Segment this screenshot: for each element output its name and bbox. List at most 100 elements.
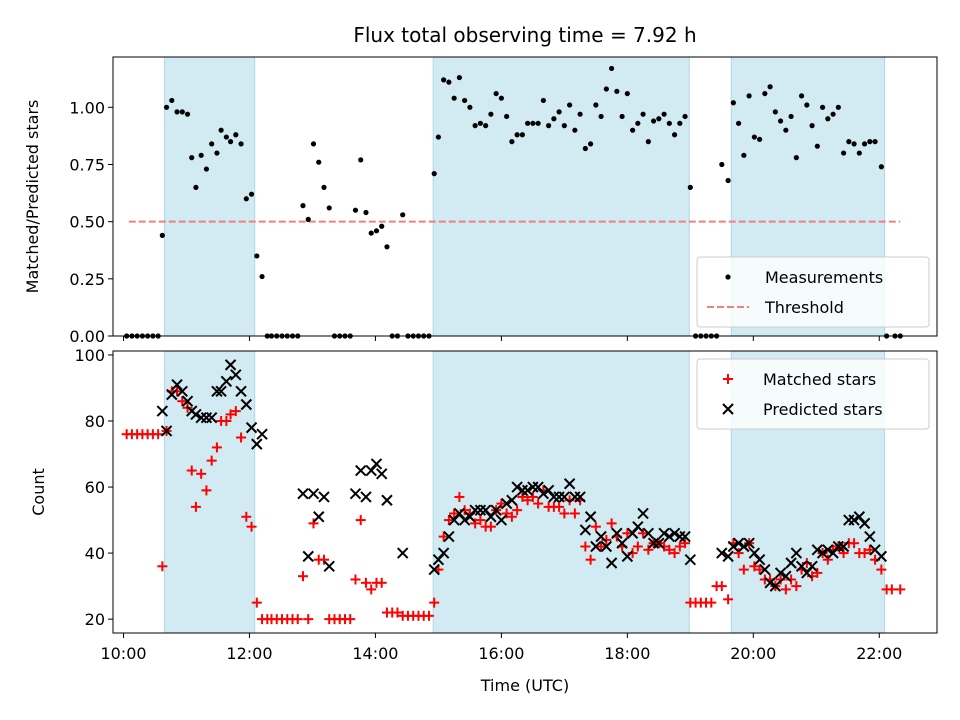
- measurement-point: [540, 97, 546, 104]
- measurement-point: [530, 120, 536, 126]
- predicted-stars-point: [858, 517, 871, 530]
- measurement-point: [519, 132, 525, 138]
- predicted-stars-point: [780, 570, 792, 582]
- measurement-point: [472, 123, 478, 129]
- measurement-point: [629, 127, 636, 133]
- measurement-point: [619, 113, 625, 120]
- measurement-point: [535, 120, 541, 126]
- predicted-stars-point: [166, 388, 178, 401]
- predicted-stars-point: [506, 494, 518, 506]
- matched-stars-point: [345, 614, 356, 625]
- predicted-stars-point: [553, 491, 565, 503]
- measurement-point: [218, 127, 224, 133]
- measurement-point: [509, 139, 515, 145]
- measurement-point: [851, 141, 857, 147]
- matched-stars-point: [423, 610, 434, 621]
- predicted-stars-point: [832, 540, 845, 553]
- measurement-point: [435, 134, 442, 140]
- matched-stars-point: [186, 465, 197, 476]
- measurement-point: [819, 104, 826, 110]
- matched-stars-point: [485, 521, 496, 532]
- predicted-stars-point: [313, 511, 325, 523]
- measurement-point: [259, 273, 265, 280]
- measurement-point: [793, 155, 799, 161]
- y-tick-label: 1.00: [69, 98, 105, 117]
- predicted-stars-point: [251, 438, 263, 450]
- predicted-stars-point: [722, 550, 734, 563]
- measurement-point: [593, 102, 599, 108]
- matched-stars-point: [318, 554, 329, 565]
- predicted-stars-point: [569, 491, 581, 503]
- measurement-point: [358, 157, 364, 163]
- matched-stars-point: [522, 495, 533, 506]
- bottom-x-ticks: 10:00 12:00 14:00 16:00 18:00 20:00 22:00: [100, 633, 902, 663]
- predicted-stars-point: [616, 537, 628, 549]
- predicted-stars-point: [397, 547, 409, 559]
- predicted-stars-point: [156, 405, 169, 417]
- y-tick-label: 20: [85, 610, 105, 629]
- matched-stars-point: [706, 597, 717, 608]
- measurement-point: [677, 120, 683, 126]
- measurement-point: [184, 111, 191, 117]
- measurement-point: [169, 97, 175, 104]
- matched-stars-point: [211, 442, 222, 453]
- measurement-point: [736, 120, 742, 126]
- measurement-point: [193, 184, 199, 190]
- predicted-stars-point: [774, 567, 787, 579]
- predicted-stars-point: [632, 520, 644, 533]
- measurement-point: [661, 111, 667, 117]
- legend-label-threshold: Threshold: [764, 298, 844, 317]
- measurement-point: [846, 139, 852, 145]
- matched-stars-point: [350, 574, 361, 585]
- matched-stars-point: [376, 577, 387, 588]
- matched-stars-point: [206, 455, 217, 466]
- y-tick-label: 40: [85, 544, 105, 563]
- measurement-point: [751, 134, 757, 140]
- measurement-point: [682, 113, 688, 120]
- shaded-interval-0: [163, 56, 256, 337]
- predicted-stars-point: [323, 560, 335, 573]
- matched-stars-point: [859, 548, 870, 559]
- top-axes-frame: [112, 56, 938, 337]
- measurement-point: [223, 134, 229, 140]
- measurement-point: [798, 93, 805, 99]
- matched-stars-point: [190, 501, 201, 512]
- predicted-stars-point: [679, 530, 691, 543]
- top-legend: Measurements Threshold: [696, 256, 930, 328]
- predicted-stars-point: [495, 514, 508, 526]
- measurement-point: [379, 223, 385, 229]
- measurement-point: [671, 132, 678, 138]
- top-legend-box: [696, 256, 930, 328]
- measurement-point: [316, 159, 322, 165]
- measurement-point: [384, 244, 390, 250]
- measurement-point: [725, 177, 731, 184]
- predicted-stars-point: [653, 537, 665, 549]
- measurement-point: [878, 164, 884, 170]
- y-tick-label: 0.25: [69, 270, 105, 289]
- measurement-point: [456, 74, 462, 81]
- legend-label-measurements: Measurements: [765, 268, 883, 287]
- predicted-stars-point: [516, 484, 529, 497]
- matched-stars-point: [201, 485, 212, 496]
- legend-label-matched-stars: Matched stars: [763, 370, 876, 389]
- y-tick-label: 80: [85, 412, 105, 431]
- predicted-stars-point: [647, 537, 660, 549]
- matched-stars-point: [559, 508, 570, 519]
- legend-marker-matched-stars: [723, 374, 733, 384]
- matched-stars-point: [669, 548, 680, 559]
- predicted-stars-point: [200, 411, 213, 424]
- matched-stars-point: [429, 597, 440, 608]
- measurement-point: [809, 123, 815, 129]
- matched-stars-point: [157, 561, 168, 572]
- predicted-stars-point: [511, 481, 523, 493]
- measurement-point: [321, 184, 327, 190]
- predicted-stars-point: [256, 428, 268, 440]
- legend-plus-marker: [723, 374, 733, 384]
- predicted-stars-point: [658, 527, 670, 539]
- matched-stars-point: [723, 594, 734, 605]
- measurement-point: [368, 230, 374, 236]
- predicted-stars-point: [642, 527, 655, 539]
- predicted-stars-point: [355, 464, 367, 477]
- predicted-stars-point: [381, 494, 393, 506]
- top-y-axis-label: Matched/Predicted stars: [23, 100, 42, 294]
